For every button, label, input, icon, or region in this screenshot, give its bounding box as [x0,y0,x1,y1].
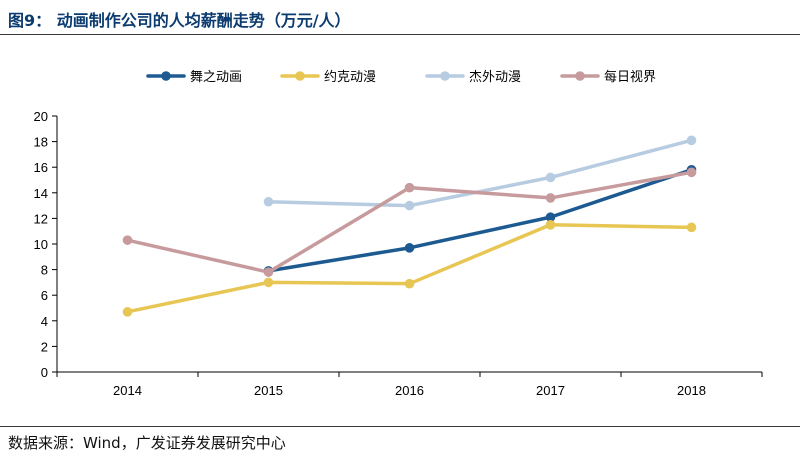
y-tick-label: 16 [34,160,48,175]
y-tick-label: 10 [34,237,48,252]
data-point [686,135,697,146]
x-tick-label: 2016 [395,383,424,398]
series-line-1 [266,168,694,273]
data-point [545,172,556,183]
legend-marker [440,71,450,81]
source-note: 数据来源：Wind，广发证券发展研究中心 [8,434,286,452]
source-divider [0,426,800,427]
series-line-2 [125,223,694,314]
data-point [263,277,274,288]
x-tick-label: 2018 [677,383,706,398]
data-point [122,307,133,317]
chart-title: 图9： 动画制作公司的人均薪酬走势（万元/人） [8,11,351,30]
data-point [263,267,274,277]
y-tick-label: 6 [41,288,48,303]
legend-label: 舞之动画 [190,70,242,85]
data-point [404,182,415,193]
legend-marker [575,71,585,81]
data-point [686,167,697,178]
data-point [545,193,556,203]
x-tick-label: 2015 [254,383,283,398]
legend-label: 约克动漫 [324,70,376,85]
x-tick-label: 2017 [536,383,565,398]
y-tick-label: 4 [41,314,48,329]
data-point [404,200,415,211]
legend-label: 杰外动漫 [469,70,521,85]
data-point [686,222,697,233]
data-point [404,243,415,253]
y-tick-label: 20 [34,109,48,124]
y-tick-label: 14 [34,186,48,201]
title-divider [0,34,800,35]
y-tick-label: 2 [41,339,48,354]
series-line-3 [266,138,694,208]
data-point [263,196,274,207]
y-tick-label: 0 [41,365,48,380]
legend-marker [161,71,171,81]
data-point [122,235,133,245]
y-tick-label: 18 [34,135,48,150]
legend-marker [295,71,305,81]
x-tick-label: 2014 [113,383,142,398]
y-tick-label: 12 [34,211,48,226]
data-point [404,278,415,289]
legend-label: 每日视界 [604,69,656,85]
data-point [545,220,556,230]
data-point [545,212,556,222]
y-tick-label: 8 [41,263,48,278]
